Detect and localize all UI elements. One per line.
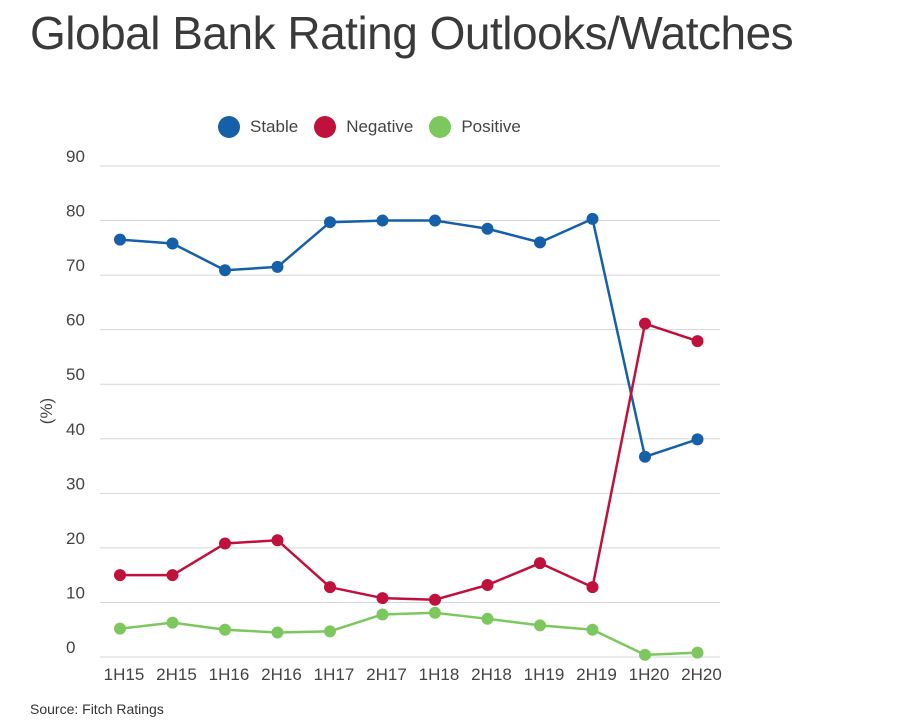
y-tick-label: 10 bbox=[66, 583, 85, 602]
data-point-positive bbox=[639, 648, 651, 661]
data-point-negative bbox=[691, 335, 704, 348]
data-point-negative bbox=[376, 592, 389, 605]
data-point-negative bbox=[586, 581, 599, 594]
data-point-positive bbox=[166, 616, 179, 629]
x-tick-label: 1H15 bbox=[104, 665, 145, 684]
x-tick-label: 1H17 bbox=[314, 665, 355, 684]
x-tick-label: 2H20 bbox=[681, 665, 722, 684]
data-point-negative bbox=[114, 569, 126, 582]
y-tick-label: 30 bbox=[66, 474, 85, 493]
series-positive bbox=[114, 606, 704, 661]
y-tick-label: 70 bbox=[66, 256, 85, 275]
x-tick-label: 2H18 bbox=[471, 665, 512, 684]
series-stable bbox=[114, 212, 704, 463]
data-point-stable bbox=[429, 214, 441, 227]
y-tick-label: 20 bbox=[66, 529, 85, 548]
data-point-positive bbox=[429, 606, 441, 619]
data-point-positive bbox=[691, 646, 704, 659]
data-point-positive bbox=[219, 623, 231, 636]
data-point-negative bbox=[534, 557, 546, 570]
data-point-stable bbox=[166, 237, 179, 250]
x-tick-label: 1H20 bbox=[629, 665, 670, 684]
source-note: Source: Fitch Ratings bbox=[30, 701, 164, 717]
data-point-positive bbox=[481, 612, 494, 625]
data-point-stable bbox=[481, 222, 494, 235]
data-point-stable bbox=[324, 216, 336, 229]
legend-marker-stable bbox=[218, 116, 240, 138]
data-point-negative bbox=[271, 534, 284, 547]
legend-marker-negative bbox=[314, 116, 337, 138]
series-line-stable bbox=[119, 217, 698, 459]
data-point-negative bbox=[429, 593, 441, 606]
data-point-positive bbox=[324, 625, 336, 638]
series bbox=[114, 212, 704, 661]
x-tick-label: 2H16 bbox=[261, 665, 302, 684]
y-tick-label: 0 bbox=[66, 638, 75, 657]
data-point-positive bbox=[271, 626, 284, 639]
data-point-negative bbox=[219, 537, 231, 550]
legend-marker-positive bbox=[429, 116, 452, 138]
x-tick-label: 2H15 bbox=[156, 665, 197, 684]
data-point-stable bbox=[586, 212, 599, 225]
data-point-stable bbox=[691, 433, 704, 446]
data-point-stable bbox=[271, 260, 284, 273]
data-point-negative bbox=[481, 578, 494, 591]
series-line-negative bbox=[120, 322, 698, 601]
chart-title: Global Bank Rating Outlooks/Watches bbox=[30, 7, 794, 59]
data-point-stable bbox=[114, 233, 126, 246]
data-point-stable bbox=[219, 264, 231, 277]
legend-label-positive: Positive bbox=[461, 117, 521, 136]
x-axis-ticks: 1H15 2H15 1H16 2H16 1H17 2H17 1H18 2H18 1H19 2H19… bbox=[104, 665, 722, 684]
y-tick-label: 50 bbox=[66, 365, 85, 384]
data-point-positive bbox=[114, 622, 126, 635]
data-point-positive bbox=[586, 623, 599, 636]
legend-label-negative: Negative bbox=[346, 117, 414, 136]
series-line-positive bbox=[119, 611, 698, 657]
series-negative bbox=[114, 317, 704, 606]
x-tick-label: 2H17 bbox=[366, 665, 407, 684]
legend-item-stable: Stable bbox=[218, 116, 298, 138]
data-point-stable bbox=[534, 236, 546, 249]
data-point-stable bbox=[639, 450, 651, 463]
y-tick-label: 90 bbox=[66, 147, 85, 166]
data-point-positive bbox=[376, 608, 389, 621]
y-axis-label: (%) bbox=[37, 398, 56, 424]
data-point-negative bbox=[639, 317, 651, 330]
x-tick-label: 2H19 bbox=[576, 665, 617, 684]
y-tick-label: 80 bbox=[66, 202, 85, 221]
data-point-negative bbox=[324, 581, 336, 594]
y-tick-label: 60 bbox=[66, 311, 85, 330]
data-point-positive bbox=[534, 619, 546, 632]
legend-item-negative: Negative bbox=[314, 116, 413, 138]
y-tick-label: 40 bbox=[66, 420, 85, 439]
data-point-negative bbox=[166, 569, 179, 582]
x-tick-label: 1H16 bbox=[209, 665, 250, 684]
legend: Stable Negative Positive bbox=[218, 116, 521, 138]
data-point-stable bbox=[376, 214, 389, 227]
legend-item-positive: Positive bbox=[429, 116, 521, 138]
legend-label-stable: Stable bbox=[250, 117, 299, 136]
x-tick-label: 1H18 bbox=[419, 665, 460, 684]
y-axis-ticks: 0 10 20 30 40 50 60 70 80 90 bbox=[66, 147, 85, 657]
x-tick-label: 1H19 bbox=[524, 665, 565, 684]
